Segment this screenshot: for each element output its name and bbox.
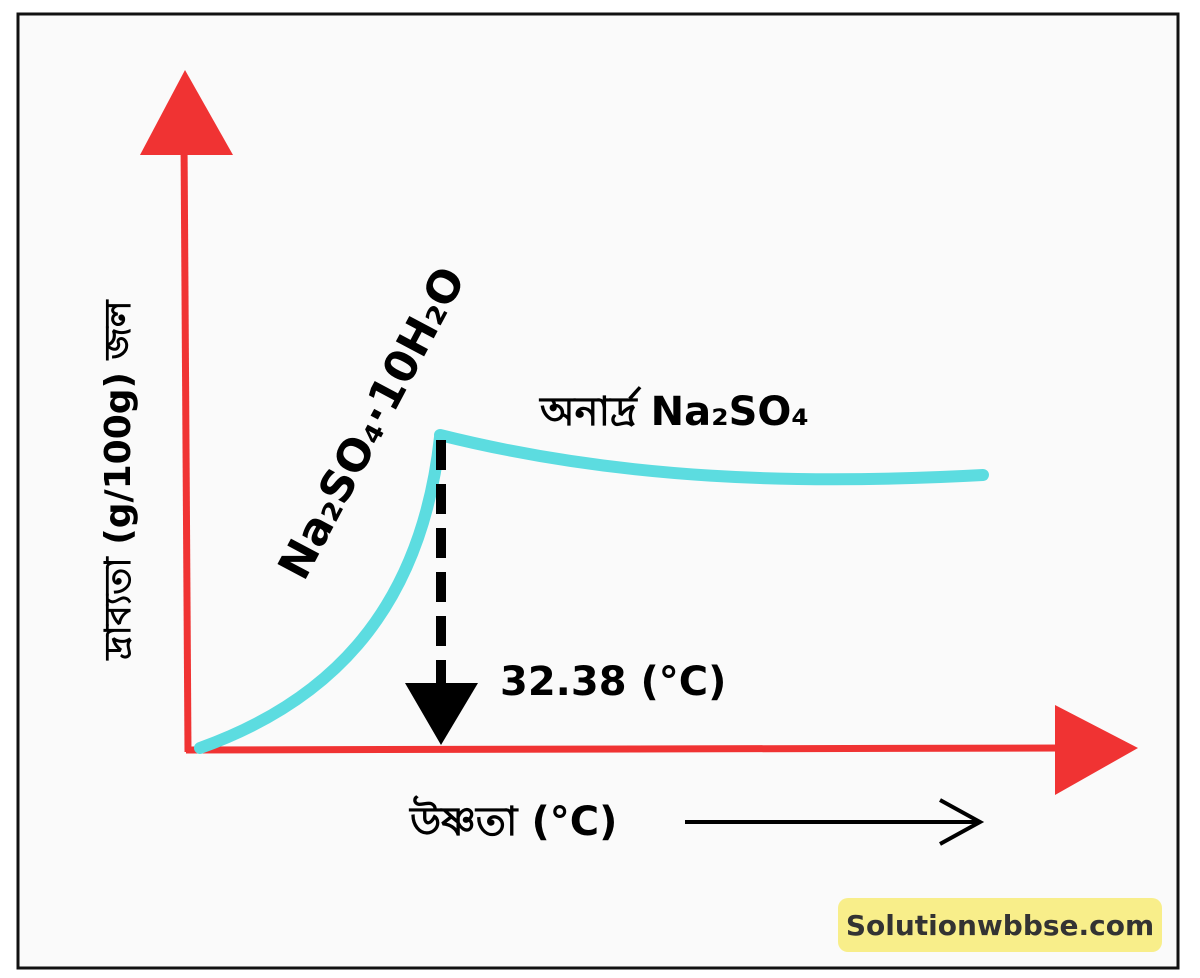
frame	[16, 12, 1180, 970]
x-axis	[185, 744, 1066, 754]
transition-arrowhead	[405, 683, 478, 745]
transition-label: 32.38 (°C)	[500, 659, 726, 705]
y-axis	[180, 139, 192, 753]
y-axis-label: দ্রাব্যতা (g/100g) জল	[98, 299, 139, 661]
hydrate-curve	[194, 431, 446, 754]
anhydrous-label: অনার্দ্র Na₂SO₄	[538, 386, 809, 435]
watermark: Solutionwbbse.com	[846, 909, 1154, 942]
anhydrous-curve	[434, 429, 989, 486]
watermark-badge	[838, 898, 1162, 952]
x-direction-arrowhead	[939, 798, 985, 846]
x-axis-arrowhead	[1055, 705, 1138, 795]
y-axis-arrowhead	[140, 70, 233, 155]
x-axis-label: উষ্ণতা (°C)	[408, 795, 617, 845]
